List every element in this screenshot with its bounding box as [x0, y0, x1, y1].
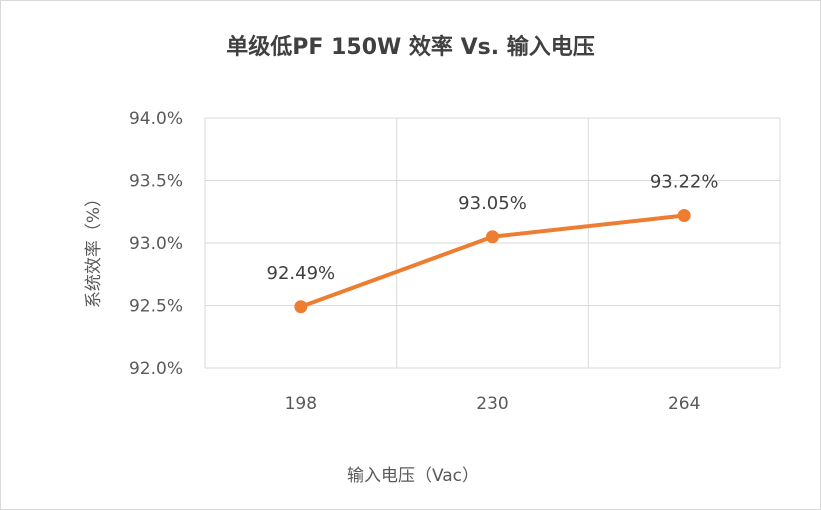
y-tick-label: 93.5% [129, 172, 183, 192]
x-axis-title: 输入电压（Vac） [347, 466, 479, 486]
y-axis-ticks: 92.0% 92.5% 93.0% 93.5% 94.0% [129, 109, 183, 379]
data-point [486, 230, 499, 244]
x-tick-label: 230 [476, 394, 508, 414]
series-line [298, 213, 687, 309]
x-tick-label: 264 [668, 394, 700, 414]
data-label: 92.49% [267, 263, 336, 284]
y-tick-label: 92.5% [129, 297, 183, 317]
data-point [294, 300, 308, 314]
x-axis-ticks: 198 230 264 [285, 394, 701, 414]
data-point [677, 209, 691, 222]
y-axis-title: 系统效率（%） [84, 190, 104, 308]
x-tick-label: 198 [285, 394, 317, 414]
data-label: 93.05% [458, 193, 527, 214]
data-label: 93.22% [650, 172, 719, 193]
y-tick-label: 94.0% [129, 109, 183, 129]
y-tick-label: 92.0% [129, 359, 183, 379]
series-layer [294, 209, 691, 314]
data-labels: 92.49% 93.05% 93.22% [267, 172, 719, 284]
y-tick-label: 93.0% [129, 234, 183, 254]
chart-title: 单级低PF 150W 效率 Vs. 输入电压 [226, 35, 595, 60]
